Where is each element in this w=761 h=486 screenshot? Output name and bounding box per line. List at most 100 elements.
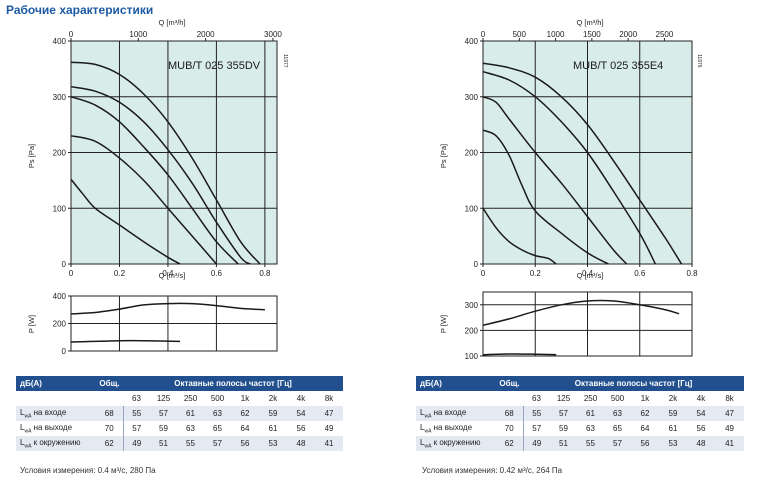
top-axis-label: Q [m³/h] [158,18,185,27]
band-value: 57 [150,406,177,421]
band-value: 56 [231,436,259,451]
band-value: 59 [659,406,687,421]
bottom-axis-label: Q [m³/s] [577,271,604,280]
header-total: Общ. [496,376,523,391]
band-value: 64 [631,421,659,436]
y-tick-label: 100 [465,204,479,213]
band-label: 2k [659,391,687,406]
header-total: Общ. [96,376,123,391]
x-tick-label: 0 [69,269,74,278]
band-value: 55 [122,406,150,421]
top-tick-label: 1000 [547,30,565,39]
table-row: LwA на выходе 70 57 59 63 65 64 61 56 49 [416,421,745,436]
model-label: MUB/T 025 355DV [168,60,261,72]
noise-table-355e4: дБ(A) Общ. Октавные полосы частот [Гц] 6… [416,376,745,451]
band-value: 57 [122,421,150,436]
power-tick-label: 200 [465,326,479,335]
band-label: 63 [123,391,150,406]
y-tick-label: 100 [53,204,67,213]
power-chart-355e4: 100 200 300 P [W] [439,291,693,361]
x-tick-label: 0.4 [582,269,594,278]
band-label: 2k [259,391,287,406]
band-label: 125 [550,391,577,406]
power-curve-2 [482,353,557,356]
power-tick-label: 300 [465,301,479,310]
power-curve-2 [70,339,181,343]
row-label: LwA на входе [416,406,496,421]
axis-ticks: 0 0.2 0.4 0.6 0.8 0 500 1000 1500 2000 2500 0 100 200… [465,30,698,278]
band-label: 250 [577,391,604,406]
x-tick-label: 0.4 [162,269,174,278]
power-tick-label: 100 [465,352,479,361]
measurement-conditions: Условия измерения: 0.42 м³/с, 264 Па [422,466,563,475]
pressure-curves [482,62,683,265]
performance-chart-355e4: 0 0.2 0.4 0.6 0.8 0 500 1000 1500 2000 2500 0 100 200… [439,18,702,280]
table-row: LwA на выходе 70 57 59 63 65 64 61 56 49 [16,421,344,436]
band-label: 1k [231,391,259,406]
band-label: 500 [604,391,631,406]
band-value: 61 [177,406,204,421]
band-value: 62 [631,406,659,421]
band-value: 41 [715,436,745,451]
band-value: 61 [577,406,604,421]
band-value: 54 [287,406,315,421]
total-value: 68 [496,406,523,421]
power-curve-1 [70,302,265,315]
total-value: 62 [96,436,123,451]
band-value: 54 [687,406,715,421]
table-row: LwA на входе 68 55 57 61 63 62 59 54 47 [416,406,745,421]
top-tick-label: 0 [69,30,74,39]
total-value: 70 [496,421,523,436]
y-tick-label: 300 [53,93,67,102]
x-tick-label: 0.8 [686,269,698,278]
row-label: LwA на выходе [16,421,96,436]
y-tick-label: 400 [53,37,67,46]
band-value: 53 [259,436,287,451]
header-db: дБ(A) [16,376,96,391]
band-value: 61 [259,421,287,436]
band-value: 49 [122,436,150,451]
band-value: 63 [577,421,604,436]
power-tick-label: 400 [53,292,67,301]
pressure-curve-2 [70,85,251,265]
axis-ticks: 0 0.2 0.4 0.6 0.8 0 1000 2000 3000 0 100 200 300 400 [53,30,283,278]
page-title: Рабочие характеристики [6,3,154,17]
measurement-conditions: Условия измерения: 0.4 м³/с, 280 Па [20,466,156,475]
power-tick-label: 0 [62,347,67,356]
band-value: 51 [550,436,577,451]
power-ticks: 100 200 300 [465,301,483,361]
y-tick-label: 0 [62,260,67,269]
doc-code: 11976 [696,54,702,68]
x-tick-label: 0.2 [530,269,542,278]
power-curve-1 [482,299,680,327]
power-chart-355dv: 0 200 400 P [W] [27,292,278,356]
band-value: 64 [231,421,259,436]
grid [71,41,277,264]
x-tick-label: 0.6 [634,269,646,278]
y-tick-label: 200 [53,149,67,158]
pressure-curve-1 [70,61,261,265]
pressure-curve-4 [70,135,217,265]
header-db: дБ(A) [416,376,496,391]
band-value: 57 [604,436,631,451]
model-label: MUB/T 025 355E4 [573,60,663,72]
bottom-axis-label: Q [m³/s] [159,271,186,280]
band-value: 62 [231,406,259,421]
band-label: 4k [687,391,715,406]
band-value: 63 [177,421,204,436]
table-row: LwA к окружению 62 49 51 55 57 56 53 48 … [416,436,745,451]
band-label: 250 [177,391,204,406]
row-label: LwA на выходе [416,421,496,436]
band-value: 63 [204,406,231,421]
y-tick-label: 200 [465,149,479,158]
band-label: 125 [150,391,177,406]
pressure-curve-4 [482,129,609,265]
top-tick-label: 2000 [619,30,637,39]
band-value: 56 [287,421,315,436]
band-label: 500 [204,391,231,406]
band-label: 8k [715,391,745,406]
empty-cell [16,391,96,406]
y-axis-label: Ps [Pa] [27,144,36,168]
top-tick-label: 0 [481,30,486,39]
pressure-curve-2 [482,70,657,265]
